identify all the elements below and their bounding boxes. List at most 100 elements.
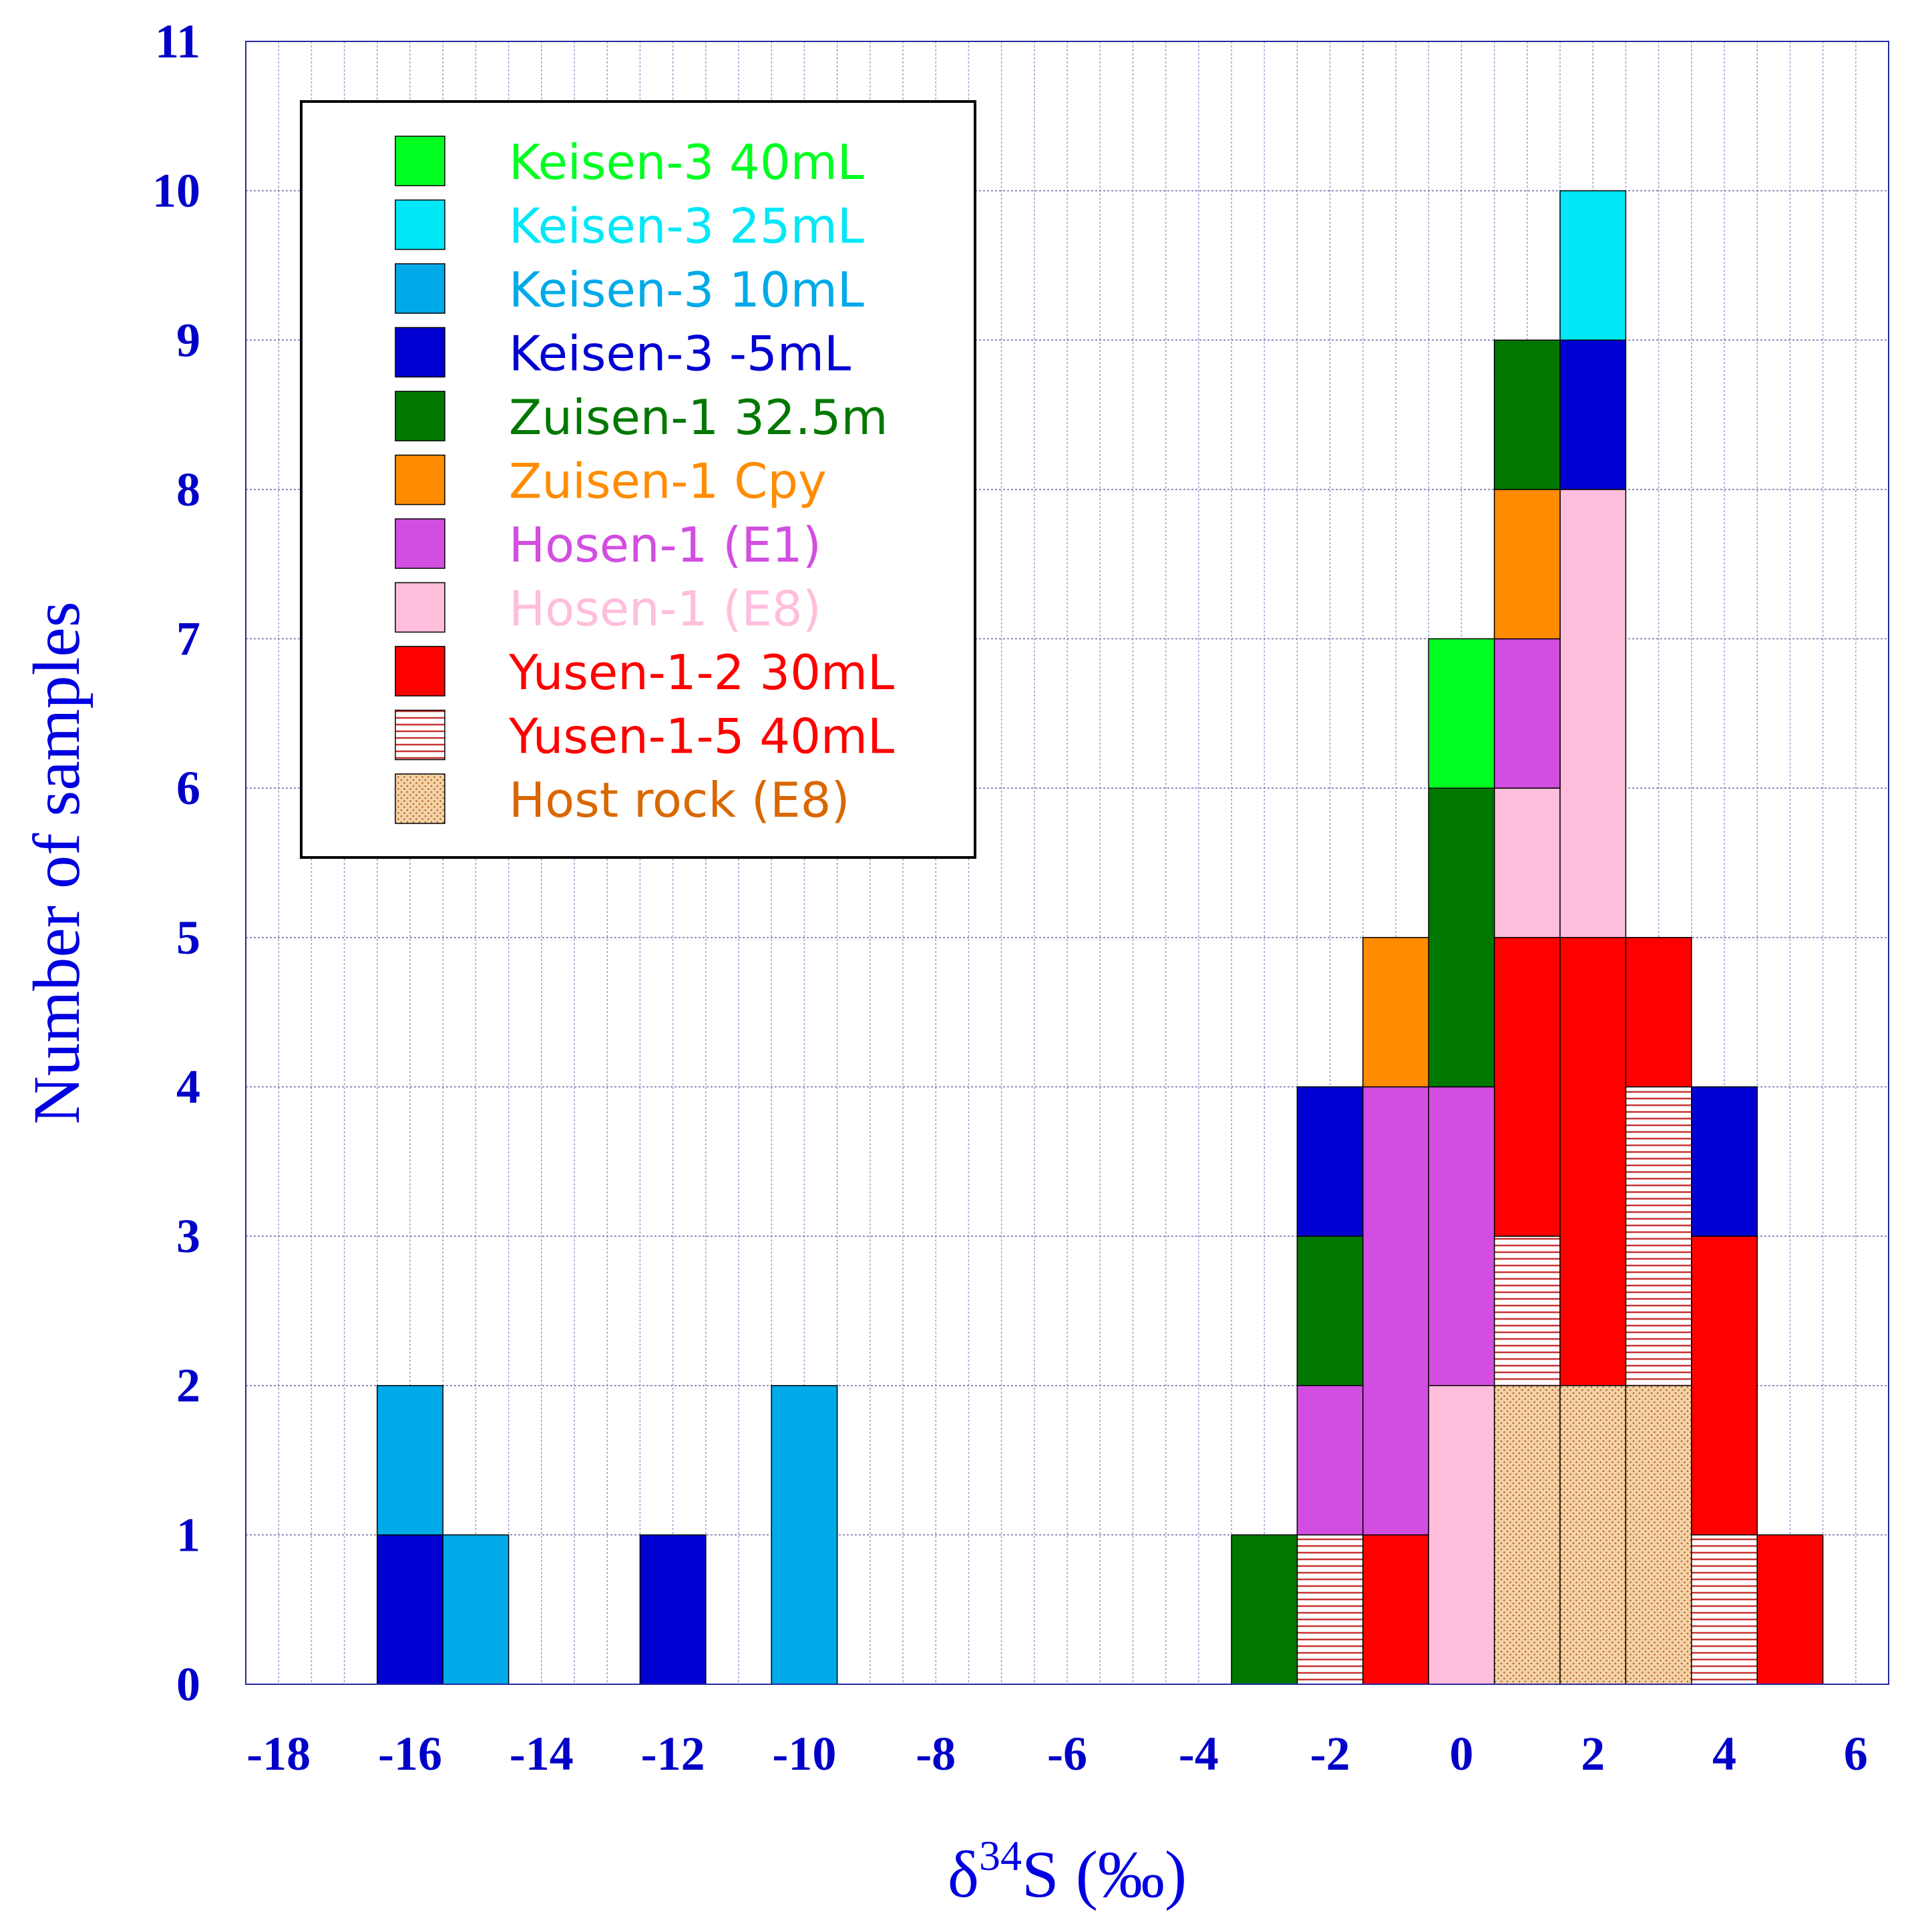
y-tick-label: 8: [176, 463, 200, 516]
x-tick-label: -4: [1179, 1727, 1219, 1780]
bar-segment: [1493, 937, 1561, 1237]
bar-segment: [1362, 1534, 1429, 1685]
legend-swatch: [395, 327, 445, 378]
bar-segment: [1428, 1086, 1495, 1386]
y-tick-labels: 0 1 2 3 4 5 6 7 8 9 10 11: [152, 15, 200, 1711]
x-tick-label: 6: [1844, 1727, 1868, 1780]
y-tick-label: 2: [176, 1359, 200, 1412]
bar-segment: [1559, 937, 1627, 1386]
legend-item: Hosen-1 (E8): [395, 581, 821, 637]
y-tick-label: 4: [176, 1060, 200, 1113]
bar-segment: [377, 1534, 443, 1685]
legend-label: Hosen-1 (E1): [509, 517, 821, 573]
plot-frame: [245, 41, 1889, 1685]
bar-segment: [1493, 1235, 1561, 1386]
bar-segment: [1296, 1534, 1364, 1685]
y-tick-label: 9: [176, 313, 200, 367]
bar-segment: [377, 1384, 443, 1536]
legend-swatch: [395, 263, 445, 314]
x-axis-label-rest: S (‰): [1022, 1837, 1187, 1911]
legend-label: Yusen-1-5 40mL: [508, 709, 894, 765]
legend-swatch: [395, 582, 445, 633]
bar-segment: [1756, 1534, 1824, 1685]
bar-segment: [1493, 1384, 1561, 1685]
x-tick-label: 2: [1581, 1727, 1605, 1780]
legend-item: Keisen-3 -5mL: [395, 326, 851, 382]
y-axis-label: Number of samples: [19, 601, 93, 1124]
legend-swatch: [395, 518, 445, 569]
bar-segment: [1691, 1086, 1758, 1237]
legend-label: Hosen-1 (E8): [509, 581, 821, 637]
x-tick-label: -6: [1047, 1727, 1087, 1780]
bar-segment: [771, 1384, 838, 1685]
y-tick-label: 10: [152, 164, 200, 218]
legend-label: Keisen-3 40mL: [509, 134, 864, 190]
legend-label: Keisen-3 10mL: [509, 262, 864, 318]
bar-segment: [442, 1534, 510, 1685]
bar-segment: [639, 1534, 707, 1685]
bar-segment: [1559, 190, 1627, 341]
legend-swatch: [395, 709, 445, 761]
legend-label: Keisen-3 -5mL: [509, 326, 851, 382]
legend-label: Keisen-3 25mL: [509, 198, 864, 254]
y-tick-label: 1: [176, 1508, 200, 1561]
legend-items: Keisen-3 40mL Keisen-3 25mL Keisen-3 10mL K…: [395, 134, 894, 828]
bar-segment: [1559, 339, 1627, 490]
x-tick-label: 0: [1449, 1727, 1473, 1780]
bar-segment: [1296, 1384, 1364, 1536]
legend-label: Yusen-1-2 30mL: [508, 644, 894, 701]
bar-segment: [1362, 937, 1429, 1088]
legend-swatch: [395, 454, 445, 506]
y-tick-label: 7: [176, 612, 200, 666]
legend-swatch: [395, 391, 445, 441]
x-tick-labels: -18 -16 -14 -12 -10 -8 -6 -4 -2 0 2 4 6: [246, 1727, 1868, 1780]
legend-label: Host rock (E8): [509, 772, 850, 828]
bar-segment: [1625, 1086, 1692, 1386]
y-tick-label: 0: [176, 1658, 200, 1711]
bar-segment: [1493, 489, 1561, 640]
x-axis-label-superscript: 34: [979, 1832, 1022, 1879]
bar-segment: [1428, 787, 1495, 1088]
bar-segment: [1625, 1384, 1692, 1685]
legend-item: Keisen-3 10mL: [395, 262, 864, 318]
x-tick-label: 4: [1712, 1727, 1736, 1780]
legend-swatch: [395, 773, 445, 824]
x-tick-label: -10: [772, 1727, 836, 1780]
x-axis-label: δ34S (‰): [948, 1832, 1187, 1911]
x-tick-label: -12: [641, 1727, 705, 1780]
bars: [377, 190, 1824, 1685]
y-tick-label: 5: [176, 911, 200, 964]
bar-segment: [1493, 638, 1561, 789]
legend-label: Zuisen-1 Cpy: [509, 453, 827, 510]
legend-item: Keisen-3 40mL: [395, 134, 864, 190]
x-tick-label: -2: [1310, 1727, 1350, 1780]
bar-segment: [1559, 489, 1627, 938]
y-tick-label: 3: [176, 1209, 200, 1263]
legend-label: Zuisen-1 32.5m: [509, 389, 888, 445]
legend-item: Host rock (E8): [395, 772, 850, 828]
x-tick-label: -14: [510, 1727, 574, 1780]
y-tick-label: 11: [155, 15, 200, 68]
legend-item: Yusen-1-5 40mL: [395, 709, 894, 765]
bar-segment: [1625, 937, 1692, 1088]
x-axis-label-main: δ: [948, 1837, 979, 1911]
legend-item: Zuisen-1 32.5m: [395, 389, 888, 445]
bar-segment: [1559, 1384, 1627, 1685]
bar-segment: [1691, 1235, 1758, 1536]
legend-item: Keisen-3 25mL: [395, 198, 864, 254]
legend: Keisen-3 40mL Keisen-3 25mL Keisen-3 10mL K…: [300, 100, 976, 859]
bar-segment: [1493, 339, 1561, 490]
x-tick-label: -8: [916, 1727, 956, 1780]
x-tick-label: -16: [378, 1727, 442, 1780]
bar-segment: [1231, 1534, 1298, 1685]
bar-segment: [1428, 1384, 1495, 1685]
legend-swatch: [395, 136, 445, 186]
bar-segment: [1428, 638, 1495, 789]
legend-swatch: [395, 199, 445, 250]
bar-segment: [1362, 1086, 1429, 1536]
bar-segment: [1296, 1235, 1364, 1386]
y-tick-label: 6: [176, 761, 200, 815]
legend-item: Zuisen-1 Cpy: [395, 453, 827, 510]
legend-swatch: [395, 646, 445, 697]
